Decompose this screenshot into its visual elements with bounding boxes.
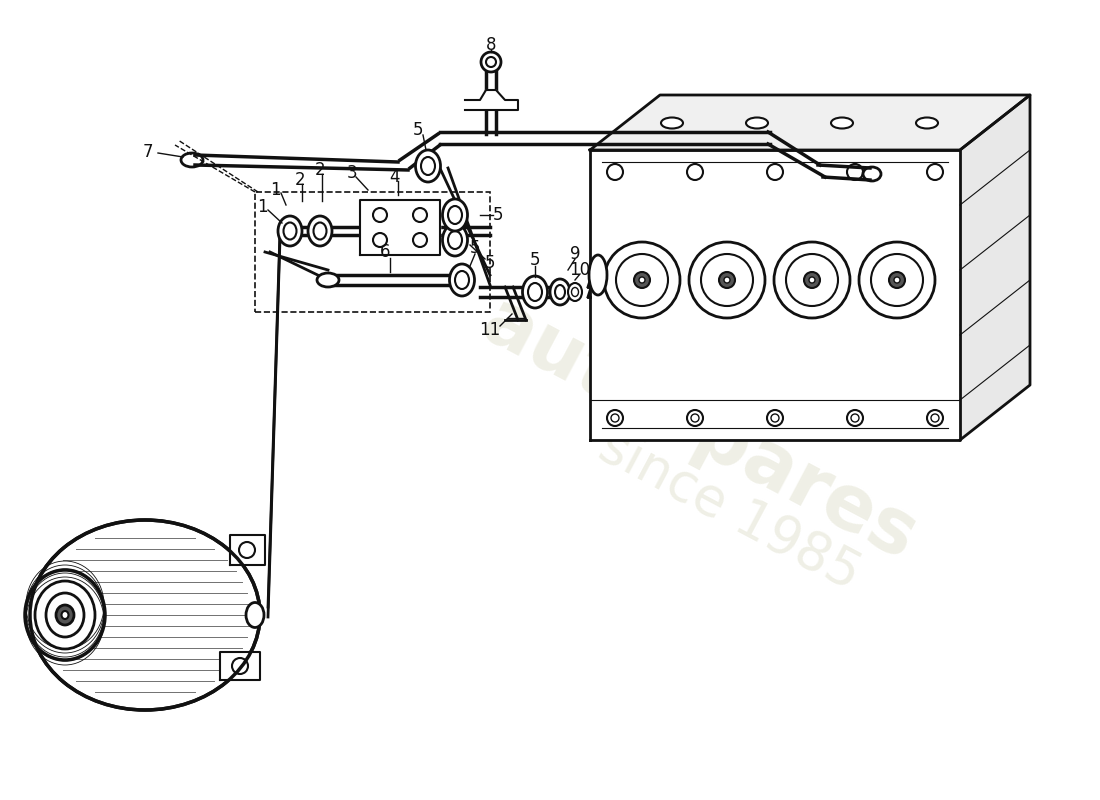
Polygon shape bbox=[360, 200, 440, 255]
Ellipse shape bbox=[746, 118, 768, 129]
Text: 6: 6 bbox=[379, 243, 390, 261]
Ellipse shape bbox=[30, 520, 260, 710]
Circle shape bbox=[634, 272, 650, 288]
Polygon shape bbox=[590, 150, 960, 440]
Text: 8: 8 bbox=[486, 36, 496, 54]
Polygon shape bbox=[590, 95, 1030, 150]
Circle shape bbox=[719, 272, 735, 288]
Polygon shape bbox=[230, 535, 265, 565]
Ellipse shape bbox=[416, 150, 440, 182]
Text: 5: 5 bbox=[485, 254, 495, 272]
Text: 1: 1 bbox=[256, 198, 267, 216]
Circle shape bbox=[889, 272, 905, 288]
Text: 5: 5 bbox=[493, 206, 504, 224]
Ellipse shape bbox=[25, 570, 104, 660]
Circle shape bbox=[481, 52, 500, 72]
Ellipse shape bbox=[916, 118, 938, 129]
Text: 11: 11 bbox=[480, 321, 501, 339]
Text: 1: 1 bbox=[270, 181, 280, 199]
Circle shape bbox=[859, 242, 935, 318]
Ellipse shape bbox=[442, 224, 468, 256]
Ellipse shape bbox=[830, 118, 852, 129]
Circle shape bbox=[689, 242, 764, 318]
Ellipse shape bbox=[442, 199, 468, 231]
Circle shape bbox=[894, 277, 900, 283]
Circle shape bbox=[639, 277, 645, 283]
Ellipse shape bbox=[522, 276, 548, 308]
Text: 9: 9 bbox=[570, 245, 581, 263]
Polygon shape bbox=[220, 652, 260, 680]
Circle shape bbox=[604, 242, 680, 318]
Text: since 1985: since 1985 bbox=[591, 419, 869, 601]
Text: 5: 5 bbox=[530, 251, 540, 269]
Circle shape bbox=[724, 277, 730, 283]
Ellipse shape bbox=[246, 602, 264, 627]
Circle shape bbox=[774, 242, 850, 318]
Ellipse shape bbox=[588, 255, 607, 295]
Ellipse shape bbox=[568, 283, 582, 301]
Text: 3: 3 bbox=[346, 164, 358, 182]
Ellipse shape bbox=[450, 264, 474, 296]
Text: 4: 4 bbox=[389, 168, 400, 186]
Text: 7: 7 bbox=[143, 143, 153, 161]
Ellipse shape bbox=[550, 279, 570, 305]
Polygon shape bbox=[960, 95, 1030, 440]
Text: 2: 2 bbox=[315, 161, 326, 179]
Text: autospares: autospares bbox=[470, 284, 930, 576]
Circle shape bbox=[808, 277, 815, 283]
Ellipse shape bbox=[56, 605, 74, 625]
Ellipse shape bbox=[62, 611, 68, 619]
Text: 10: 10 bbox=[570, 261, 591, 279]
Circle shape bbox=[804, 272, 820, 288]
Ellipse shape bbox=[308, 216, 332, 246]
Ellipse shape bbox=[278, 216, 303, 246]
Text: 2: 2 bbox=[295, 171, 306, 189]
Ellipse shape bbox=[317, 273, 339, 287]
Text: 5: 5 bbox=[412, 121, 424, 139]
Text: 5: 5 bbox=[470, 239, 481, 257]
Bar bbox=[255, 192, 490, 312]
Ellipse shape bbox=[661, 118, 683, 129]
Polygon shape bbox=[465, 90, 518, 110]
